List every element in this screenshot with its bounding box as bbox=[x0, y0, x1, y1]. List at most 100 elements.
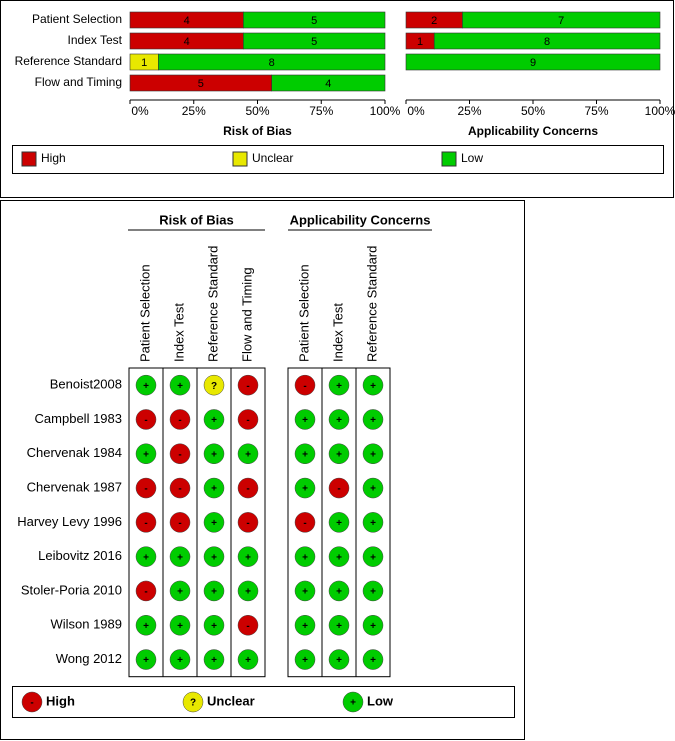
x-axis-label: Risk of Bias bbox=[223, 124, 292, 138]
judgement-symbol: - bbox=[246, 381, 249, 392]
column-header: Reference Standard bbox=[205, 246, 220, 362]
judgement-symbol: + bbox=[211, 552, 217, 563]
bar-label: 5 bbox=[311, 15, 317, 27]
judgement-symbol: + bbox=[336, 587, 342, 598]
judgement-dot bbox=[135, 580, 157, 602]
judgement-symbol: + bbox=[211, 449, 217, 460]
judgement-dot bbox=[135, 512, 157, 533]
bar-label: 8 bbox=[269, 57, 275, 69]
judgement-dot bbox=[203, 546, 225, 567]
judgement-symbol: - bbox=[246, 415, 249, 426]
x-tick-label: 100% bbox=[370, 104, 401, 118]
judgement-symbol: - bbox=[178, 518, 181, 529]
judgement-dot bbox=[237, 580, 259, 602]
judgement-symbol: + bbox=[211, 415, 217, 426]
judgement-symbol: - bbox=[303, 518, 306, 529]
judgement-symbol: + bbox=[302, 655, 308, 666]
judgement-symbol: - bbox=[337, 484, 340, 495]
judgement-symbol: + bbox=[143, 621, 149, 632]
legend-label: Unclear bbox=[207, 693, 255, 708]
bar-label: 4 bbox=[184, 36, 190, 48]
judgement-symbol: + bbox=[370, 381, 376, 392]
judgement-dot bbox=[169, 580, 191, 602]
judgement-symbol: - bbox=[144, 587, 147, 598]
judgement-dot bbox=[294, 615, 316, 636]
x-tick-label: 25% bbox=[182, 104, 206, 118]
bar-label: 7 bbox=[558, 15, 564, 27]
group-title: Applicability Concerns bbox=[290, 212, 431, 227]
judgement-dot bbox=[203, 443, 225, 464]
judgement-symbol: + bbox=[143, 655, 149, 666]
judgement-dot bbox=[203, 580, 225, 602]
judgement-dot bbox=[294, 580, 316, 602]
study-label: Harvey Levy 1996 bbox=[17, 514, 122, 529]
judgement-symbol: + bbox=[336, 552, 342, 563]
judgement-dot bbox=[328, 649, 350, 670]
bar-label: 5 bbox=[198, 78, 204, 90]
judgement-symbol: - bbox=[178, 449, 181, 460]
judgement-dot bbox=[135, 409, 157, 430]
judgement-dot bbox=[203, 477, 225, 499]
bar-label: 4 bbox=[184, 15, 190, 27]
study-label: Chervenak 1987 bbox=[27, 479, 122, 494]
x-axis-label: Applicability Concerns bbox=[468, 124, 598, 138]
judgement-dot bbox=[294, 409, 316, 430]
legend-symbol: - bbox=[30, 698, 33, 709]
judgement-symbol: + bbox=[211, 621, 217, 632]
legend-swatch bbox=[232, 151, 248, 167]
legend-swatch bbox=[441, 151, 457, 167]
bar-label: 1 bbox=[417, 36, 423, 48]
judgement-dot bbox=[237, 546, 259, 567]
bar-segment bbox=[158, 53, 386, 71]
judgement-dot bbox=[203, 374, 225, 396]
judgement-symbol: ? bbox=[211, 381, 217, 392]
judgement-symbol: + bbox=[177, 587, 183, 598]
row-label: Index Test bbox=[68, 33, 123, 47]
study-label: Campbell 1983 bbox=[35, 411, 122, 426]
bar-segment bbox=[243, 32, 386, 50]
bar-segment bbox=[243, 11, 386, 29]
legend-label: Unclear bbox=[252, 151, 293, 165]
x-tick-label: 75% bbox=[309, 104, 333, 118]
judgement-symbol: + bbox=[370, 449, 376, 460]
judgement-symbol: - bbox=[178, 484, 181, 495]
study-label: Benoist2008 bbox=[50, 377, 122, 392]
judgement-dot bbox=[169, 649, 191, 670]
top-legend-box bbox=[12, 145, 664, 174]
judgement-dot bbox=[169, 615, 191, 636]
judgement-symbol: + bbox=[177, 552, 183, 563]
top-frame bbox=[0, 0, 674, 198]
judgement-dot bbox=[362, 409, 384, 430]
judgement-dot bbox=[169, 374, 191, 396]
judgement-dot bbox=[362, 649, 384, 670]
judgement-symbol: + bbox=[211, 484, 217, 495]
legend-dot bbox=[21, 691, 43, 713]
column-header: Index Test bbox=[171, 303, 186, 362]
judgement-dot bbox=[169, 512, 191, 533]
judgement-dot bbox=[135, 477, 157, 499]
judgement-symbol: + bbox=[370, 484, 376, 495]
judgement-symbol: + bbox=[370, 552, 376, 563]
legend-label: Low bbox=[461, 151, 483, 165]
judgement-dot bbox=[237, 374, 259, 396]
judgement-dot bbox=[294, 477, 316, 499]
bar-segment bbox=[271, 74, 386, 92]
judgement-symbol: + bbox=[211, 518, 217, 529]
judgement-symbol: + bbox=[370, 621, 376, 632]
judgement-symbol: + bbox=[143, 381, 149, 392]
judgement-dot bbox=[328, 409, 350, 430]
judgement-dot bbox=[294, 443, 316, 464]
x-tick-label: 100% bbox=[645, 104, 675, 118]
x-tick-label: 0% bbox=[131, 104, 149, 118]
legend-label: High bbox=[46, 693, 75, 708]
judgement-dot bbox=[294, 374, 316, 396]
judgement-symbol: - bbox=[246, 621, 249, 632]
judgement-symbol: + bbox=[302, 621, 308, 632]
judgement-dot bbox=[328, 374, 350, 396]
judgement-symbol: + bbox=[302, 552, 308, 563]
judgement-symbol: + bbox=[370, 518, 376, 529]
column-header: Patient Selection bbox=[296, 264, 311, 362]
judgement-dot bbox=[135, 374, 157, 396]
judgement-dot bbox=[362, 443, 384, 464]
